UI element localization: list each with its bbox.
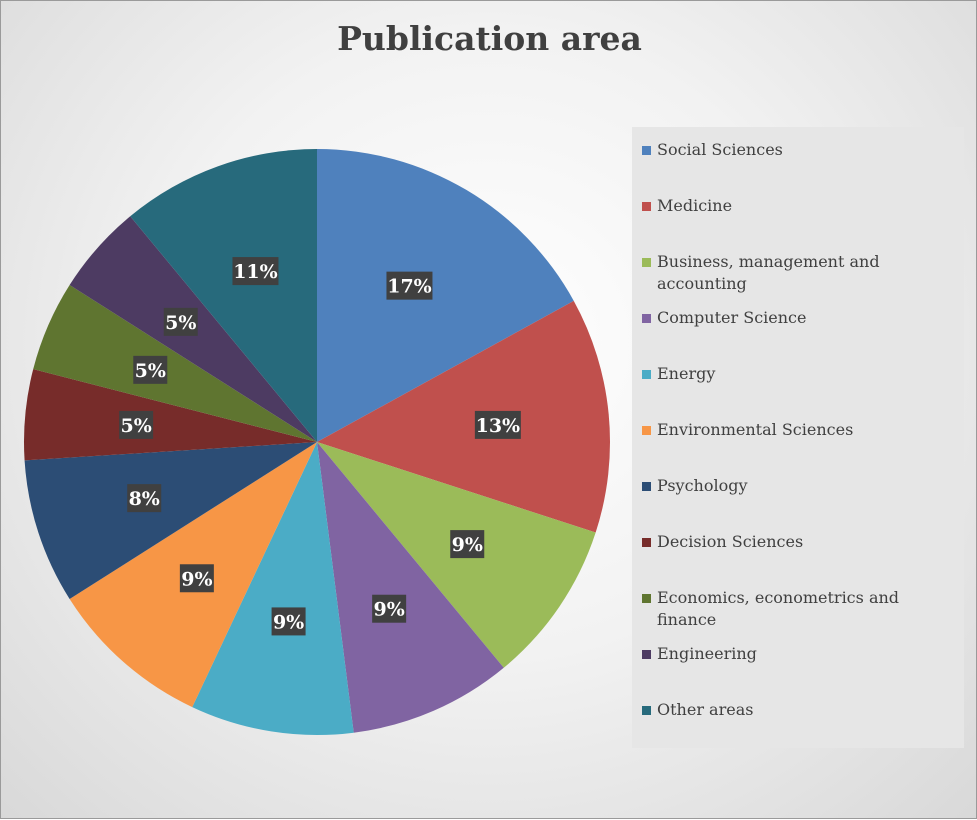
data-label-box: [474, 410, 521, 439]
data-label-text: 17%: [387, 276, 432, 298]
legend-item: Business, management and accounting: [642, 251, 962, 295]
legend-swatch: [642, 146, 651, 155]
legend-item: Medicine: [642, 195, 962, 217]
legend-label: Social Sciences: [657, 140, 783, 159]
data-label: 9%: [372, 594, 407, 623]
data-label: 5%: [133, 355, 168, 384]
legend-label: Environmental Sciences: [657, 420, 854, 439]
pie-slice-psychology: [24, 442, 318, 599]
legend-swatch: [642, 482, 651, 491]
data-label-text: 5%: [135, 360, 166, 382]
legend-item: Decision Sciences: [642, 531, 962, 553]
legend-label: Economics, econometrics and finance: [657, 588, 900, 629]
data-label-box: [179, 564, 214, 593]
legend-label: Decision Sciences: [657, 532, 804, 551]
data-label-box: [133, 355, 168, 384]
pie-slice-economics-econometrics-and-finance: [33, 285, 317, 442]
legend-item: Economics, econometrics and finance: [642, 587, 962, 631]
data-label: 9%: [450, 530, 485, 559]
data-label-text: 9%: [374, 599, 405, 621]
data-label: 9%: [179, 564, 214, 593]
legend-label: Business, management and accounting: [657, 252, 880, 293]
legend-label: Medicine: [657, 196, 733, 215]
data-label-box: [119, 410, 154, 439]
legend-label: Energy: [657, 364, 716, 383]
data-label-box: [386, 271, 433, 300]
data-label-text: 9%: [181, 568, 212, 590]
data-label-text: 5%: [165, 312, 196, 334]
data-label-box: [127, 484, 162, 513]
legend-label: Other areas: [657, 700, 754, 719]
legend-swatch: [642, 594, 651, 603]
legend-item: Social Sciences: [642, 139, 962, 161]
data-label: 5%: [163, 307, 198, 336]
legend-item: Energy: [642, 363, 962, 385]
legend-swatch: [642, 258, 651, 267]
data-label: 13%: [474, 410, 521, 439]
legend-swatch: [642, 538, 651, 547]
data-label: 17%: [386, 271, 433, 300]
data-label-text: 13%: [476, 415, 521, 437]
data-label: 8%: [127, 484, 162, 513]
data-label: 5%: [119, 410, 154, 439]
data-label-box: [450, 530, 485, 559]
pie-slice-computer-science: [317, 442, 504, 733]
data-label-text: 9%: [452, 534, 483, 556]
legend-swatch: [642, 706, 651, 715]
data-label-box: [372, 594, 407, 623]
pie-slice-medicine: [317, 300, 611, 533]
legend-swatch: [642, 650, 651, 659]
legend-label: Engineering: [657, 644, 757, 663]
pie-slice-energy: [192, 442, 354, 735]
data-label: 11%: [232, 257, 279, 286]
legend-swatch: [642, 202, 651, 211]
pie-slice-social-sciences: [317, 149, 574, 442]
legend-item: Environmental Sciences: [642, 419, 962, 441]
legend: Social Sciences Medicine Business, managem…: [632, 127, 964, 748]
data-label-text: 5%: [121, 415, 152, 437]
legend-label: Psychology: [657, 476, 748, 495]
pie-slice-other-areas: [130, 149, 317, 442]
legend-swatch: [642, 370, 651, 379]
legend-swatch: [642, 426, 651, 435]
data-label-text: 11%: [233, 261, 278, 283]
data-label-box: [163, 307, 198, 336]
legend-item: Computer Science: [642, 307, 962, 329]
data-label-text: 9%: [273, 611, 304, 633]
legend-item: Engineering: [642, 643, 962, 665]
pie-slice-decision-sciences: [23, 369, 317, 461]
data-label-box: [271, 607, 306, 636]
chart-title: Publication area: [337, 19, 642, 58]
legend-label: Computer Science: [657, 308, 807, 327]
legend-item: Psychology: [642, 475, 962, 497]
data-label-text: 8%: [129, 488, 160, 510]
data-label: 9%: [271, 607, 306, 636]
data-label-box: [232, 257, 279, 286]
legend-item: Other areas: [642, 699, 962, 721]
legend-swatch: [642, 314, 651, 323]
